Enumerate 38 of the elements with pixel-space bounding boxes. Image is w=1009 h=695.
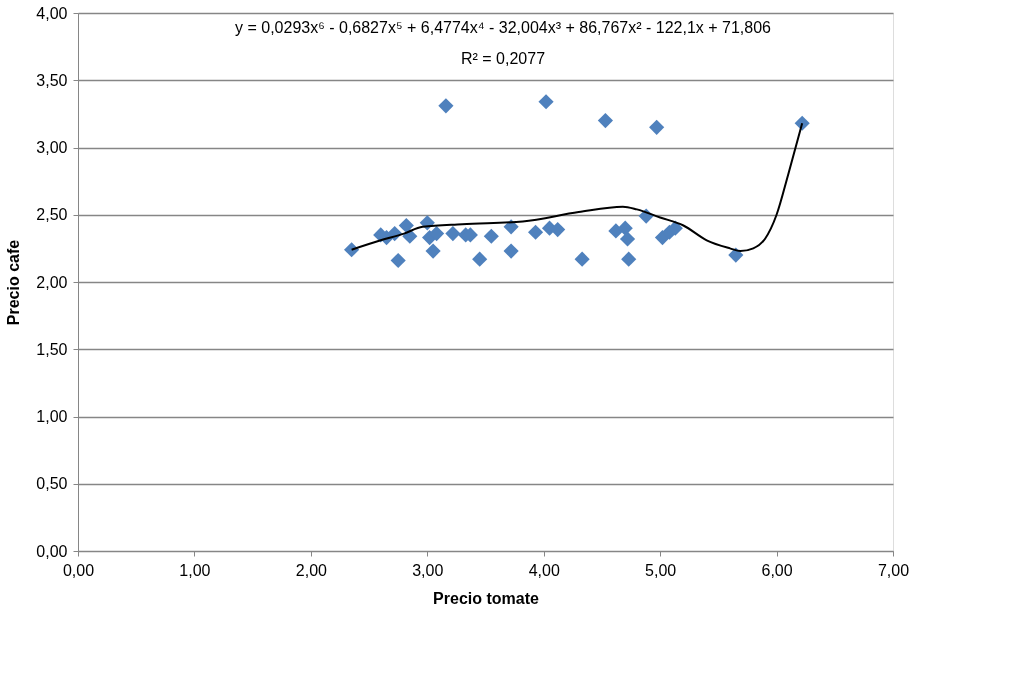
annotation: R² = 0,2077 <box>460 50 546 67</box>
x-tick-label: 2,00 <box>295 561 328 579</box>
point <box>619 231 636 247</box>
y-tick-label: 0,00 <box>36 542 68 560</box>
x-tick-label: 5,00 <box>645 561 677 579</box>
point <box>503 243 519 259</box>
y-tick-label: 3,50 <box>36 71 68 89</box>
y-tick-label: 1,50 <box>36 340 68 358</box>
point <box>483 228 499 244</box>
y-tick-label: 2,00 <box>36 273 68 291</box>
point <box>429 226 445 242</box>
x-axis-title: Precio tomate <box>433 589 540 607</box>
point <box>621 251 637 267</box>
y-tick-label: 2,50 <box>36 206 68 224</box>
point <box>390 252 406 269</box>
point <box>472 251 488 267</box>
point <box>445 226 461 242</box>
point <box>398 217 414 234</box>
annotation: y = 0,0293x⁶ - 0,6827x⁵ + 6,4774x⁴ - 32,004x³ + 86,767x² - 122,1x + 71,806 <box>234 19 772 36</box>
x-tick-label: 6,00 <box>761 561 793 579</box>
y-axis-title: Precio cafe <box>5 239 23 326</box>
point <box>597 113 613 129</box>
x-tick-label: 1,00 <box>179 561 211 579</box>
point <box>527 224 544 240</box>
point <box>438 98 454 114</box>
y-tick-label: 0,50 <box>36 475 68 493</box>
x-tick-label: 3,00 <box>412 561 444 579</box>
y-tick-label: 3,00 <box>36 139 68 156</box>
x-tick-label: 4,00 <box>528 561 560 579</box>
x-tick-label: 0,00 <box>62 561 95 579</box>
point <box>538 94 554 110</box>
point <box>617 220 633 236</box>
x-tick-label: 7,00 <box>877 561 910 579</box>
point <box>649 119 665 135</box>
point <box>574 251 590 267</box>
point <box>425 243 441 259</box>
y-tick-label: 1,00 <box>36 408 68 425</box>
y-tick-label: 4,00 <box>36 4 68 22</box>
